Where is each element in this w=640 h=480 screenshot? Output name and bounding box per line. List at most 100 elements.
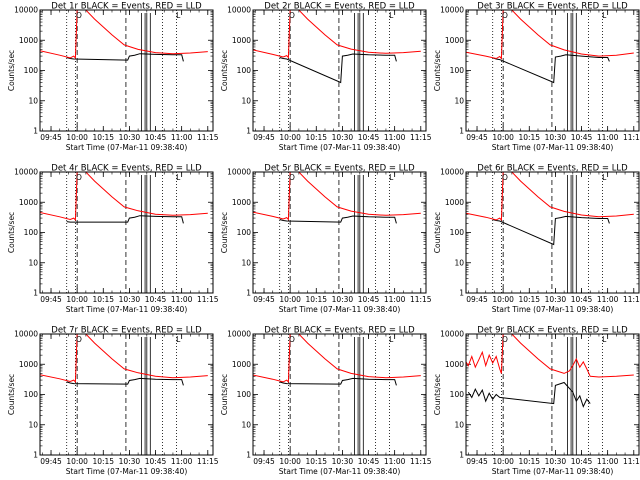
x-tick-label: 11:15 bbox=[197, 457, 219, 466]
panel-title: Det 6r BLACK = Events, RED = LLD bbox=[477, 164, 628, 174]
y-tick-label: 1000 bbox=[19, 36, 38, 45]
panel-title: Det 2r BLACK = Events, RED = LLD bbox=[264, 2, 415, 12]
panel-3: Det 3r BLACK = Events, RED = LLD Counts/s… bbox=[433, 2, 640, 153]
x-tick-label: 09:45 bbox=[466, 457, 488, 466]
x-axis-label: Start Time (07-Mar-11 09:38:40) bbox=[492, 467, 614, 476]
panel-1: Det 1r BLACK = Events, RED = LLD Counts/s… bbox=[7, 2, 219, 153]
x-tick-label: 11:00 bbox=[171, 133, 193, 142]
plot-frame bbox=[465, 171, 640, 294]
panel-4: Det 4r BLACK = Events, RED = LLD Counts/s… bbox=[7, 164, 219, 315]
y-axis-label: Counts/sec bbox=[7, 212, 16, 253]
y-tick-label: 100 bbox=[237, 228, 252, 237]
panel-title: Det 7r BLACK = Events, RED = LLD bbox=[51, 326, 202, 336]
panel-title: Det 1r BLACK = Events, RED = LLD bbox=[51, 2, 202, 12]
x-tick-label: 09:45 bbox=[40, 295, 62, 304]
y-tick-label: 1 bbox=[33, 127, 38, 136]
x-tick-label: 11:15 bbox=[410, 133, 432, 142]
y-tick-label: 1 bbox=[459, 451, 464, 460]
y-axis-label: Counts/sec bbox=[220, 212, 229, 253]
panel-5: Det 5r BLACK = Events, RED = LLD Counts/s… bbox=[220, 164, 432, 315]
y-tick-label: 10 bbox=[454, 420, 464, 429]
y-tick-label: 10 bbox=[241, 420, 251, 429]
x-tick-label: 09:45 bbox=[253, 133, 275, 142]
x-tick-label: 09:45 bbox=[466, 295, 488, 304]
marker-o-label: O bbox=[76, 335, 82, 344]
panel-9: Det 9r BLACK = Events, RED = LLD Counts/s… bbox=[433, 326, 640, 477]
y-tick-label: 1 bbox=[33, 289, 38, 298]
x-axis-label: Start Time (07-Mar-11 09:38:40) bbox=[66, 467, 188, 476]
lld-series-line bbox=[40, 334, 208, 384]
x-tick-label: 11:00 bbox=[384, 457, 406, 466]
x-tick-label: 11:15 bbox=[410, 295, 432, 304]
x-tick-label: 11:00 bbox=[597, 295, 619, 304]
marker-o-label: O bbox=[76, 11, 82, 20]
marker-l-label: L bbox=[602, 335, 607, 344]
x-tick-label: 10:15 bbox=[92, 133, 114, 142]
plot-frame bbox=[252, 333, 427, 456]
marker-o-label: O bbox=[289, 11, 295, 20]
events-series-line bbox=[492, 215, 610, 246]
x-axis-label: Start Time (07-Mar-11 09:38:40) bbox=[492, 143, 614, 152]
y-axis-label: Counts/sec bbox=[7, 50, 16, 91]
x-tick-label: 10:00 bbox=[66, 295, 88, 304]
panel-8: Det 8r BLACK = Events, RED = LLD Counts/s… bbox=[220, 326, 432, 477]
x-tick-label: 11:00 bbox=[597, 133, 619, 142]
y-tick-label: 1 bbox=[33, 451, 38, 460]
x-tick-label: 11:15 bbox=[623, 133, 640, 142]
y-tick-label: 1000 bbox=[19, 198, 38, 207]
y-axis-label: Counts/sec bbox=[220, 374, 229, 415]
x-tick-label: 10:00 bbox=[66, 457, 88, 466]
x-tick-label: 10:30 bbox=[332, 457, 354, 466]
y-tick-label: 10 bbox=[241, 96, 251, 105]
plot-frame bbox=[465, 333, 640, 456]
y-axis-label: Counts/sec bbox=[433, 212, 442, 253]
events-series-line bbox=[279, 53, 397, 84]
marker-o-label: O bbox=[502, 335, 508, 344]
panel-title: Det 9r BLACK = Events, RED = LLD bbox=[477, 326, 628, 336]
x-tick-label: 10:00 bbox=[66, 133, 88, 142]
y-tick-label: 1000 bbox=[445, 36, 464, 45]
x-tick-label: 10:30 bbox=[119, 133, 141, 142]
x-axis-label: Start Time (07-Mar-11 09:38:40) bbox=[66, 305, 188, 314]
y-tick-label: 10000 bbox=[227, 168, 251, 177]
x-tick-label: 11:15 bbox=[197, 295, 219, 304]
marker-o-label: O bbox=[289, 173, 295, 182]
x-tick-label: 11:15 bbox=[410, 457, 432, 466]
plot-frame bbox=[39, 333, 214, 456]
y-tick-label: 100 bbox=[450, 66, 465, 75]
lld-series-line bbox=[466, 334, 634, 378]
y-tick-label: 10000 bbox=[227, 330, 251, 339]
x-tick-label: 10:45 bbox=[358, 457, 380, 466]
x-tick-label: 10:30 bbox=[332, 295, 354, 304]
y-axis-label: Counts/sec bbox=[433, 374, 442, 415]
events-series-line bbox=[279, 377, 397, 386]
y-tick-label: 100 bbox=[24, 390, 39, 399]
lld-series-line bbox=[253, 334, 421, 384]
y-tick-label: 1000 bbox=[19, 360, 38, 369]
marker-l-label: L bbox=[602, 11, 607, 20]
x-axis-label: Start Time (07-Mar-11 09:38:40) bbox=[279, 467, 401, 476]
x-tick-label: 10:30 bbox=[545, 133, 567, 142]
x-tick-label: 11:00 bbox=[384, 295, 406, 304]
x-tick-label: 09:45 bbox=[253, 295, 275, 304]
x-tick-label: 10:00 bbox=[279, 457, 301, 466]
marker-l-label: L bbox=[602, 173, 607, 182]
lld-series-line bbox=[40, 172, 208, 222]
x-tick-label: 11:00 bbox=[171, 295, 193, 304]
panel-title: Det 5r BLACK = Events, RED = LLD bbox=[264, 164, 415, 174]
y-tick-label: 1000 bbox=[232, 360, 251, 369]
plot-frame bbox=[465, 9, 640, 132]
panel-6: Det 6r BLACK = Events, RED = LLD Counts/s… bbox=[433, 164, 640, 315]
events-series-line bbox=[492, 54, 610, 84]
y-tick-label: 1 bbox=[246, 127, 251, 136]
y-tick-label: 1 bbox=[459, 289, 464, 298]
lld-series-line bbox=[466, 10, 634, 60]
x-tick-label: 10:45 bbox=[571, 133, 593, 142]
y-axis-label: Counts/sec bbox=[220, 50, 229, 91]
y-tick-label: 1 bbox=[246, 451, 251, 460]
y-tick-label: 10000 bbox=[14, 330, 38, 339]
x-tick-label: 10:15 bbox=[92, 457, 114, 466]
panel-7: Det 7r BLACK = Events, RED = LLD Counts/s… bbox=[7, 326, 219, 477]
y-tick-label: 100 bbox=[24, 66, 39, 75]
